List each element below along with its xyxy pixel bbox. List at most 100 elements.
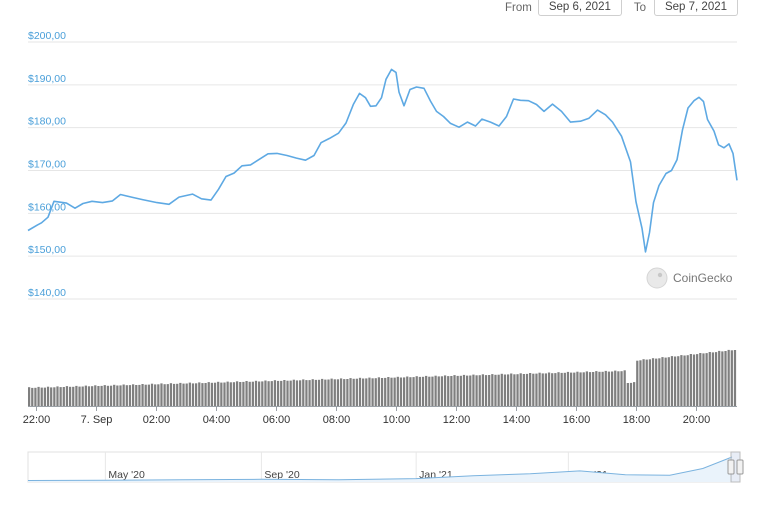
volume-bar: [176, 383, 179, 406]
volume-bar: [472, 374, 475, 406]
to-label: To: [633, 2, 646, 14]
volume-bar: [633, 382, 636, 406]
volume-bar: [721, 351, 724, 406]
volume-bar: [399, 377, 403, 406]
volume-bar: [267, 381, 270, 406]
volume-bar: [305, 380, 308, 406]
volume-bar: [43, 387, 47, 406]
volume-bar: [84, 385, 87, 406]
volume-bar: [169, 383, 173, 406]
volume-bar: [131, 384, 135, 406]
volume-bar: [488, 375, 491, 406]
volume-bar: [453, 375, 456, 406]
volume-bar: [273, 380, 277, 406]
volume-bar: [406, 376, 409, 406]
volume-bar: [229, 382, 232, 406]
price-line: [27, 68, 738, 253]
y-tick-label: $160,00: [28, 201, 66, 213]
volume-bar: [699, 353, 702, 406]
x-tick-label: 20:00: [683, 414, 711, 426]
volume-bar: [362, 378, 365, 406]
volume-bar: [204, 383, 207, 406]
navigator-handle-left[interactable]: [727, 459, 735, 475]
volume-bar: [623, 370, 626, 406]
volume-bar: [276, 380, 280, 406]
volume-bar: [440, 376, 444, 406]
volume-bar: [147, 384, 150, 406]
volume-bar: [195, 383, 198, 406]
volume-bar: [248, 381, 251, 407]
volume-bar: [191, 383, 195, 406]
x-tick-label: 7. Sep: [81, 414, 113, 426]
navigator-label: Sep '20: [264, 469, 299, 481]
volume-bar: [314, 379, 317, 406]
navigator-handle-right[interactable]: [736, 459, 744, 475]
volume-bar: [402, 377, 406, 406]
volume-bar: [494, 374, 497, 406]
volume-bar: [336, 379, 340, 407]
volume-bar: [730, 350, 733, 406]
volume-bar: [677, 356, 680, 406]
volume-bar: [658, 358, 661, 406]
volume-bar: [510, 373, 513, 406]
volume-bar: [651, 358, 655, 406]
volume-bar: [598, 371, 601, 406]
volume-bar: [582, 372, 585, 406]
volume-bar: [481, 374, 485, 406]
volume-bar: [601, 371, 604, 407]
volume-bar: [144, 384, 147, 406]
volume-bar: [374, 378, 377, 406]
volume-bar: [333, 379, 336, 406]
volume-bar: [617, 371, 620, 406]
volume-bar: [718, 350, 721, 406]
to-date-input[interactable]: Sep 7, 2021: [654, 0, 738, 16]
volume-bar: [163, 384, 166, 406]
volume-bar: [368, 377, 371, 406]
volume-bar: [75, 385, 78, 406]
volume-bar: [125, 385, 128, 406]
volume-bar: [636, 360, 639, 406]
volume-bar: [321, 378, 324, 406]
volume-bar: [579, 372, 582, 406]
volume-bar: [661, 357, 664, 406]
watermark-text: CoinGecko: [673, 271, 733, 285]
volume-bar: [692, 354, 696, 406]
from-date-input[interactable]: Sep 6, 2021: [537, 0, 622, 16]
volume-bar: [576, 371, 579, 406]
volume-bar: [172, 383, 176, 406]
volume-bar: [714, 352, 718, 406]
volume-bar: [317, 379, 321, 406]
volume-bar: [100, 385, 103, 406]
volume-bar: [421, 376, 425, 406]
volume-bar: [207, 382, 210, 406]
volume-bar: [34, 387, 37, 406]
volume-bar: [68, 386, 72, 406]
volume-bar: [94, 385, 97, 406]
volume-bar: [302, 379, 305, 406]
volume-bar: [50, 387, 53, 406]
x-tick-label: 10:00: [383, 414, 411, 426]
volume-bar: [31, 387, 34, 406]
volume-bar: [113, 384, 116, 406]
volume-bar: [53, 387, 56, 406]
volume-bar: [554, 373, 557, 406]
volume-bar: [210, 382, 214, 406]
volume-bar: [670, 356, 674, 406]
volume-bar: [258, 381, 261, 406]
volume-bar: [396, 376, 399, 406]
volume-bar: [220, 382, 223, 406]
volume-bar: [683, 355, 686, 406]
volume-bar: [415, 376, 418, 406]
volume-bar: [478, 375, 481, 406]
volume-bar: [645, 359, 648, 406]
volume-bar: [81, 386, 84, 406]
volume-bar: [541, 373, 544, 406]
volume-bar: [78, 386, 81, 406]
volume-bar: [469, 375, 472, 406]
volume-bar: [37, 386, 40, 406]
volume-bar: [349, 378, 352, 406]
volume-bar: [525, 373, 529, 406]
volume-bar: [428, 376, 431, 406]
